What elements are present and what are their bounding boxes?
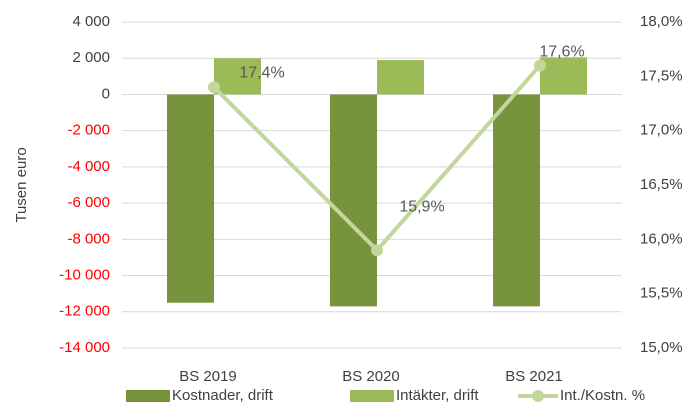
- y-tick-label: 2 000: [72, 49, 110, 66]
- legend-label: Kostnader, drift: [172, 387, 274, 404]
- legend-label: Intäkter, drift: [396, 387, 479, 404]
- legend-label: Int./Kostn. %: [560, 387, 645, 404]
- bar: [167, 94, 214, 303]
- line-marker: [371, 244, 383, 257]
- y2-tick-label: 16,0%: [640, 230, 683, 247]
- y2-tick-label: 17,0%: [640, 122, 683, 139]
- y-tick-label: -2 000: [67, 122, 110, 139]
- y-tick-label: 0: [102, 85, 110, 102]
- bar: [214, 58, 261, 95]
- y-tick-label: 4 000: [72, 13, 110, 30]
- y-axis-label: Tusen euro: [13, 147, 30, 222]
- legend-swatch: [126, 390, 170, 402]
- line-marker: [534, 59, 546, 72]
- data-label: 17,4%: [239, 64, 284, 81]
- legend-marker: [532, 390, 544, 402]
- y-tick-label: -6 000: [67, 194, 110, 211]
- y2-tick-label: 18,0%: [640, 13, 683, 30]
- y-tick-label: -4 000: [67, 158, 110, 175]
- y2-tick-label: 17,5%: [640, 67, 683, 84]
- legend-swatch: [350, 390, 394, 402]
- line-marker: [208, 81, 220, 94]
- y-tick-label: -12 000: [59, 303, 110, 320]
- y2-tick-label: 15,5%: [640, 285, 683, 302]
- data-label: 17,6%: [539, 44, 584, 61]
- y-tick-label: -10 000: [59, 267, 110, 284]
- y2-tick-label: 16,5%: [640, 176, 683, 193]
- x-tick-label: BS 2020: [342, 368, 400, 385]
- bar: [540, 57, 587, 95]
- y-tick-label: -8 000: [67, 230, 110, 247]
- data-label: 15,9%: [399, 198, 444, 215]
- x-tick-label: BS 2021: [505, 368, 563, 385]
- bar: [493, 94, 540, 307]
- y2-tick-label: 15,0%: [640, 339, 683, 356]
- bar: [330, 94, 377, 307]
- y-tick-label: -14 000: [59, 339, 110, 356]
- bar: [377, 60, 424, 95]
- x-tick-label: BS 2019: [179, 368, 237, 385]
